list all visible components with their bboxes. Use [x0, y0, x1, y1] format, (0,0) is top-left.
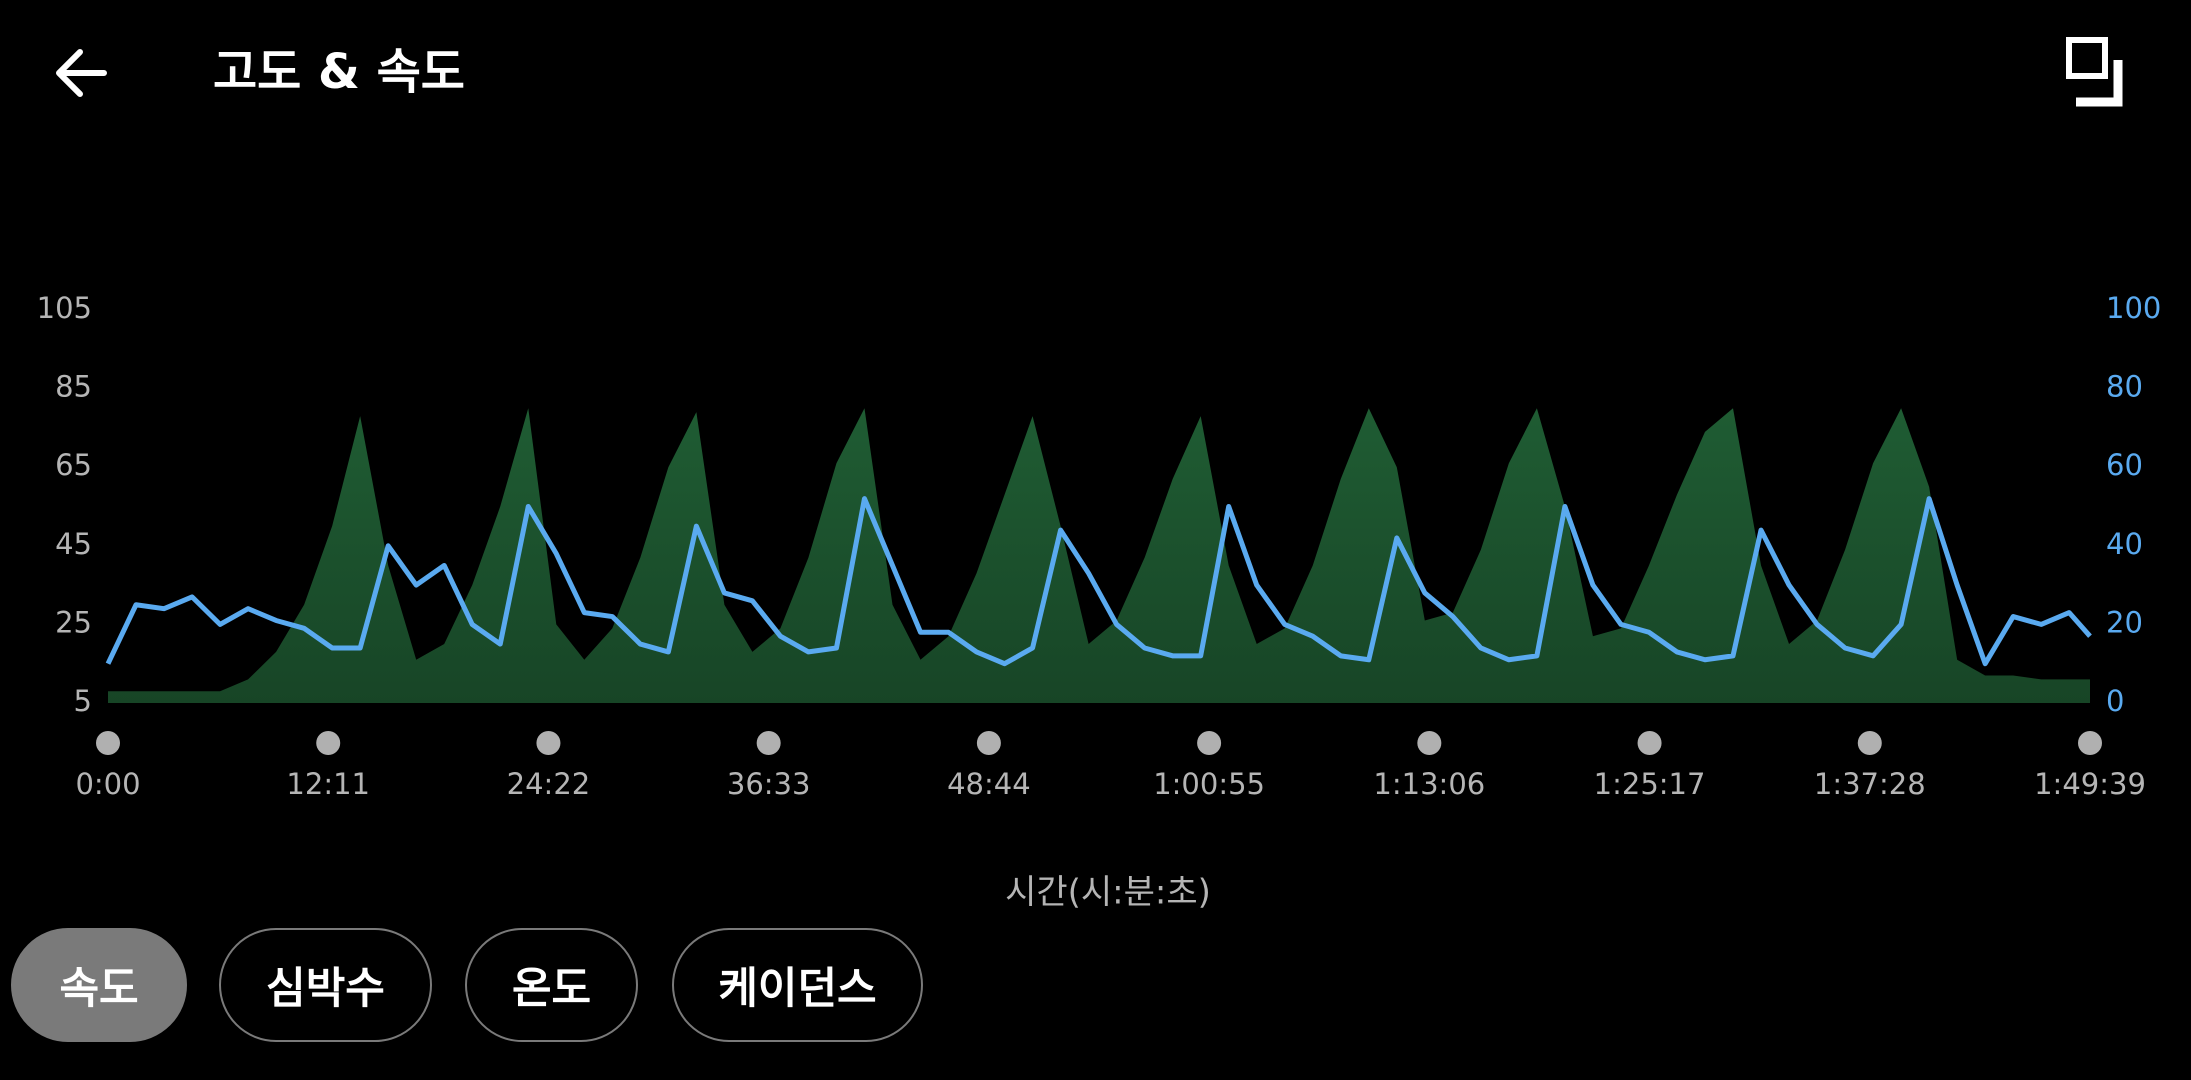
tab-button[interactable]: 속도	[11, 928, 187, 1042]
y2-tick-label: 60	[2106, 448, 2143, 482]
x-tick-dot	[756, 731, 781, 755]
x-tick-dot	[1857, 731, 1882, 755]
x-tick-dot	[1637, 731, 1662, 755]
x-tick-label: 0:00	[75, 767, 140, 801]
back-arrow[interactable]	[56, 49, 107, 97]
x-tick-dot	[316, 731, 341, 755]
x-axis-label: 시간(시:분:초)	[1005, 873, 1211, 913]
y2-tick-label: 100	[2106, 291, 2161, 325]
y2-tick-label: 80	[2106, 370, 2143, 404]
tab-button[interactable]: 온도	[465, 928, 638, 1042]
x-tick-dot	[536, 731, 561, 755]
tab-button[interactable]: 케이던스	[672, 928, 923, 1042]
y-tick-label: 105	[37, 291, 92, 325]
y2-tick-label: 40	[2106, 527, 2143, 561]
x-tick-label: 1:49:39	[2034, 767, 2146, 801]
x-tick-label: 1:13:06	[1373, 767, 1485, 801]
y-tick-label: 65	[55, 448, 92, 482]
x-tick-label: 36:33	[727, 767, 811, 801]
y2-tick-label: 0	[2106, 684, 2124, 718]
tab-button[interactable]: 심박수	[219, 928, 432, 1042]
fullscreen-icon[interactable]	[2066, 37, 2123, 107]
x-tick-label: 48:44	[947, 767, 1031, 801]
x-tick-dot	[976, 731, 1001, 755]
y-tick-label: 25	[55, 605, 92, 639]
y-tick-label: 85	[55, 370, 92, 404]
speed-line	[105, 496, 2092, 667]
x-tick-label: 24:22	[507, 767, 591, 801]
y-tick-label: 5	[74, 684, 92, 718]
x-tick-dot	[1197, 731, 1222, 755]
title: 고도 & 속도	[213, 44, 465, 100]
x-tick-dot	[1417, 731, 1442, 755]
x-tick-label: 1:00:55	[1153, 767, 1265, 801]
x-tick-label: 12:11	[286, 767, 370, 801]
altitude-area	[108, 408, 2090, 703]
y2-tick-label: 20	[2106, 605, 2143, 639]
x-tick-label: 1:37:28	[1814, 767, 1926, 801]
x-tick-label: 1:25:17	[1594, 767, 1706, 801]
x-tick-dot	[96, 731, 120, 755]
y-tick-label: 45	[55, 527, 92, 561]
x-tick-dot	[2078, 731, 2102, 755]
